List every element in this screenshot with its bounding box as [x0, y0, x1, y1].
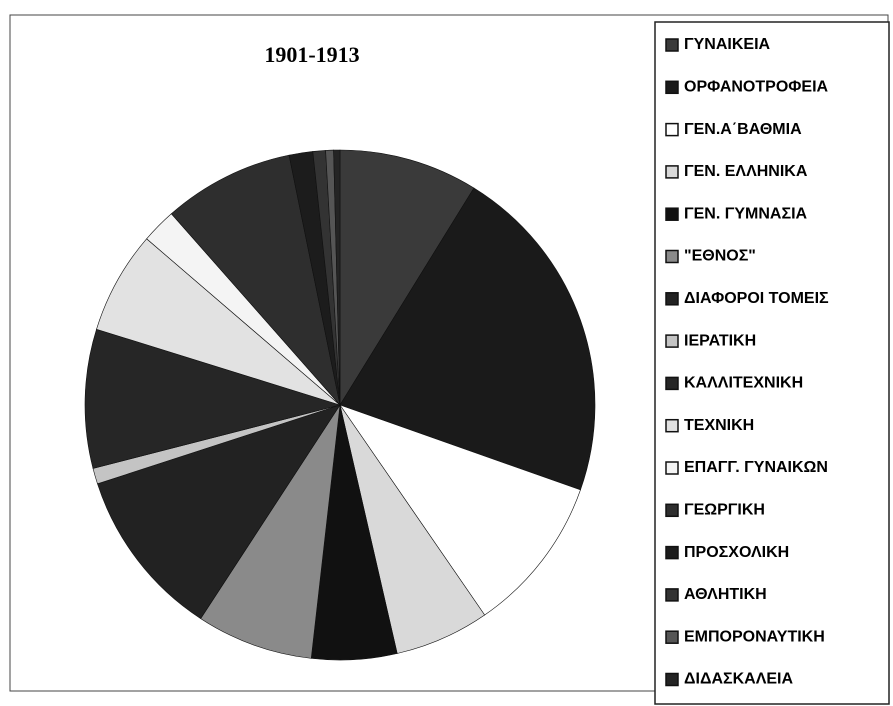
legend-swatch	[665, 376, 679, 391]
legend-swatch	[665, 418, 679, 433]
legend-swatch	[665, 207, 679, 221]
legend-label: ΔΙΔΑΣΚΑΛΕΙΑ	[684, 671, 794, 688]
pie-slice	[97, 404, 341, 619]
legend-swatch	[665, 461, 679, 475]
pie	[84, 149, 596, 661]
pie-slice	[339, 404, 581, 616]
legend-label: ΓΕΝ.Α΄ΒΑΘΜΙΑ	[684, 121, 802, 138]
legend-swatch	[665, 334, 679, 348]
legend-label: ΚΑΛΛΙΤΕΧΝΙΚΗ	[684, 375, 803, 392]
legend-label: ΟΡΦΑΝΟΤΡΟΦΕΙΑ	[684, 79, 829, 96]
legend-label: ΕΠΑΓΓ. ΓΥΝΑΙΚΩΝ	[684, 459, 828, 476]
pie-slice	[84, 328, 342, 469]
legend-label: ΙΕΡΑΤΙΚΗ	[684, 332, 756, 349]
legend-label: "ΕΘΝΟΣ"	[684, 248, 756, 265]
legend-label: ΔΙΑΦΟΡΟΙ ΤΟΜΕΙΣ	[684, 290, 829, 307]
pie-slice	[339, 149, 475, 407]
legend-label: ΓΕΝ. ΕΛΛΗΝΙΚΑ	[684, 163, 808, 180]
legend-swatch	[665, 503, 679, 518]
pie-slice	[170, 154, 341, 407]
legend-swatch	[665, 545, 679, 560]
legend: ΓΥΝΑΙΚΕΙΑ ΟΡΦΑΝΟΤΡΟΦΕΙΑ ΓΕΝ.Α΄ΒΑΘΜΙΑ ΓΕΝ. Ε…	[665, 36, 829, 688]
legend-label: ΓΥΝΑΙΚΕΙΑ	[684, 36, 771, 53]
legend-label: ΕΜΠΟΡΟΝΑΥΤΙΚΗ	[684, 628, 825, 645]
legend-label: ΑΘΛΗΤΙΚΗ	[684, 586, 767, 603]
legend-swatch	[665, 672, 679, 687]
legend-box	[654, 21, 890, 705]
legend-label: ΤΕΧΝΙΚΗ	[684, 417, 754, 434]
pie-slice	[333, 149, 341, 406]
pie-slice	[200, 404, 341, 659]
legend-swatch	[665, 80, 679, 95]
legend-swatch	[665, 630, 679, 644]
legend-swatch	[665, 588, 679, 602]
chart-title: 1901-1913	[264, 42, 359, 67]
legend-swatch	[665, 38, 679, 52]
pie-slice	[339, 187, 596, 491]
legend-label: ΠΡΟΣΧΟΛΙΚΗ	[684, 544, 789, 561]
legend-swatch	[665, 292, 679, 306]
legend-swatch	[665, 122, 679, 137]
legend-swatch	[665, 165, 679, 179]
legend-label: ΓΕΝ. ΓΥΜΝΑΣΙΑ	[684, 205, 808, 222]
legend-swatch	[665, 249, 679, 264]
legend-label: ΓΕΩΡΓΙΚΗ	[684, 502, 765, 519]
